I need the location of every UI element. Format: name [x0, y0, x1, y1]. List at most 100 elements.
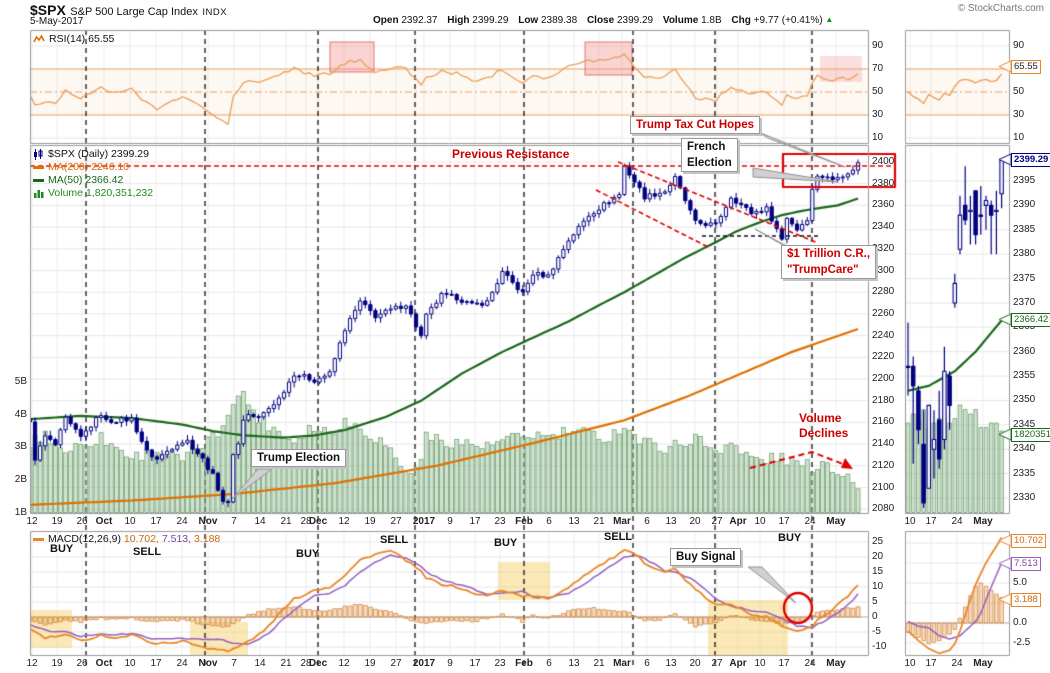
x-tick: 12 — [26, 516, 38, 527]
ma50-legend-label: MA(50) — [48, 174, 83, 186]
x-tick: 14 — [254, 658, 266, 669]
y-tick-mini-price: 2335 — [1013, 467, 1036, 479]
y-tick-mini-price: 2380 — [1013, 248, 1036, 260]
low-label: Low — [518, 15, 539, 26]
y-tick-macd: 25 — [872, 536, 884, 547]
x-tick: 27 — [711, 516, 723, 527]
y-tick-mini-price: 2385 — [1013, 223, 1036, 235]
x-tick: 13 — [665, 516, 677, 527]
x-tick: 27 — [390, 658, 402, 669]
x-tick: 23 — [494, 658, 506, 669]
x-tick: May — [826, 516, 846, 527]
y-tick-mini-price: 2395 — [1013, 175, 1036, 186]
signal-label-buy: BUY — [50, 543, 74, 555]
value-callout: 65.55 — [1011, 60, 1041, 74]
x-tick: 7 — [231, 658, 237, 669]
x-tick: 21 — [593, 658, 605, 669]
callout-french-election: French Election — [681, 138, 738, 172]
y-tick-mini-price: 2370 — [1013, 296, 1036, 308]
open-label: Open — [373, 15, 399, 26]
ma200-line-icon — [33, 165, 44, 169]
callout-trump-tax-cut-hopes: Trump Tax Cut Hopes — [630, 116, 760, 134]
macd-legend-label: MACD(12,26,9) — [48, 533, 121, 545]
y-tick-price: 2340 — [872, 221, 895, 233]
y-tick-mini-price: 2340 — [1013, 443, 1036, 455]
x-tick: Feb — [515, 516, 533, 527]
x-tick: 10 — [124, 516, 136, 527]
y-tick-price: 2140 — [872, 438, 895, 450]
callout-one-trillion-line2: "TrumpCare" — [787, 264, 859, 276]
x-tick: 26 — [76, 516, 88, 527]
high-label: High — [447, 15, 470, 26]
x-tick: Apr — [729, 516, 747, 527]
annotation-previous-resistance: Previous Resistance — [452, 147, 570, 161]
x-tick: 17 — [150, 516, 162, 527]
y-tick-price: 2120 — [872, 459, 895, 471]
macd-value-3: 3.188 — [193, 533, 221, 545]
x-tick: 9 — [447, 516, 453, 527]
y-tick-macd: 0 — [872, 611, 878, 622]
chg-label: Chg — [731, 15, 751, 26]
ma50-line-icon — [33, 178, 44, 182]
price-legend-label: $SPX (Daily) — [48, 148, 109, 160]
y-tick-mini-price: 2375 — [1013, 272, 1036, 284]
y-tick-rsi: 10 — [872, 132, 884, 143]
copyright[interactable]: © StockCharts.com — [957, 3, 1044, 14]
low-value: 2389.38 — [541, 15, 578, 26]
y-tick-mini-rsi: 50 — [1013, 86, 1025, 97]
y-tick-mini-rsi: 30 — [1013, 109, 1025, 120]
callout-buy-signal: Buy Signal — [670, 548, 742, 566]
x-tick: 10 — [124, 658, 136, 669]
y-tick-rsi: 70 — [872, 63, 884, 74]
macd-legend: MACD(12,26,9) 10.702, 7.513, 3.188 — [33, 533, 220, 545]
x-tick: Nov — [198, 516, 218, 527]
x-tick: 24 — [176, 516, 188, 527]
rsi-legend-label: RSI(14) — [49, 33, 86, 45]
y-tick-rsi: 50 — [872, 86, 884, 97]
x-tick: 17 — [925, 658, 937, 669]
value-callout: 7.513 — [1011, 557, 1041, 571]
x-tick: 24 — [804, 658, 816, 669]
callout-one-trillion-line1: $1 Trillion C.R., — [787, 248, 871, 260]
x-tick: Oct — [95, 516, 113, 527]
x-tick: 27 — [390, 516, 402, 527]
signal-label-buy: BUY — [296, 548, 320, 560]
value-callout: 2366.42 — [1011, 313, 1050, 327]
y-tick-price: 2320 — [872, 242, 895, 254]
macd-value-1: 10.702, — [123, 533, 159, 545]
y-tick-mini-price: 2345 — [1013, 418, 1036, 430]
signal-label-sell: SELL — [133, 546, 162, 558]
y-tick-mini-price: 2350 — [1013, 394, 1036, 406]
x-tick: 26 — [76, 658, 88, 669]
macd-value-2: 7.513, — [161, 533, 192, 545]
open-value: 2392.37 — [401, 15, 438, 26]
y-tick-mini-price: 2390 — [1013, 199, 1036, 211]
x-tick: 12 — [26, 658, 38, 669]
volume-legend-label: Volume — [48, 187, 84, 199]
y-tick-volume: 5B — [14, 376, 27, 387]
macd-line-icon — [33, 537, 44, 541]
x-tick: 6 — [644, 516, 650, 527]
callout-trump-election: Trump Election — [251, 449, 347, 467]
value-callout: 10.702 — [1011, 534, 1047, 548]
y-tick-price: 2300 — [872, 264, 895, 276]
ma200-legend: MA(200) 2246.10 — [33, 161, 129, 173]
y-tick-mini-macd: 0.0 — [1013, 617, 1027, 628]
x-tick: 20 — [689, 516, 701, 527]
x-tick: 19 — [364, 516, 376, 527]
annotation-volume-declines-line2: Declines — [799, 426, 849, 440]
y-tick-mini-price: 2355 — [1013, 370, 1036, 382]
callout-one-trillion-cr: $1 Trillion C.R., "TrumpCare" — [781, 245, 877, 279]
y-tick-mini-rsi: 90 — [1013, 40, 1025, 51]
x-tick: 28 — [300, 516, 312, 527]
y-tick-volume: 1B — [14, 506, 27, 518]
signal-label-buy: BUY — [494, 537, 518, 549]
x-tick: 19 — [51, 658, 63, 669]
x-tick: Dec — [308, 516, 328, 527]
y-tick-rsi: 30 — [872, 109, 884, 120]
symbol-label[interactable]: $SPX — [30, 2, 66, 18]
y-tick-volume: 4B — [14, 408, 27, 420]
x-tick: 10 — [754, 516, 766, 527]
price-legend-value: 2399.29 — [111, 148, 149, 160]
